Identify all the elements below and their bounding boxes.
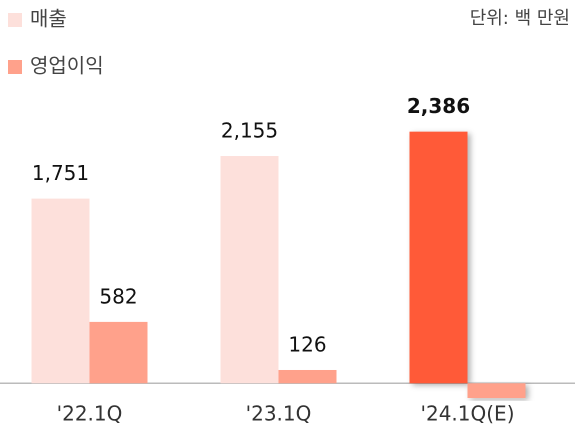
- legend-label: 영업이익: [30, 54, 104, 78]
- value-label: 2,155: [221, 119, 278, 143]
- value-label: 126: [288, 332, 326, 356]
- bar: [31, 198, 90, 384]
- legend-swatch: [8, 13, 22, 27]
- bar: [278, 369, 337, 384]
- x-tick-label: '24.1Q(E): [420, 402, 514, 426]
- legend-label: 매출: [30, 7, 67, 31]
- bar: [409, 131, 468, 384]
- x-tick-label: '22.1Q: [57, 402, 123, 426]
- value-label: 1,751: [32, 161, 89, 185]
- bar: [220, 156, 279, 384]
- bar: [89, 321, 148, 384]
- value-label: 2,386: [407, 94, 470, 118]
- unit-note: 단위: 백 만원: [470, 8, 570, 29]
- bar: [467, 383, 526, 399]
- legend-swatch: [8, 60, 22, 74]
- x-tick-label: '23.1Q: [246, 402, 312, 426]
- value-label: 582: [99, 284, 137, 308]
